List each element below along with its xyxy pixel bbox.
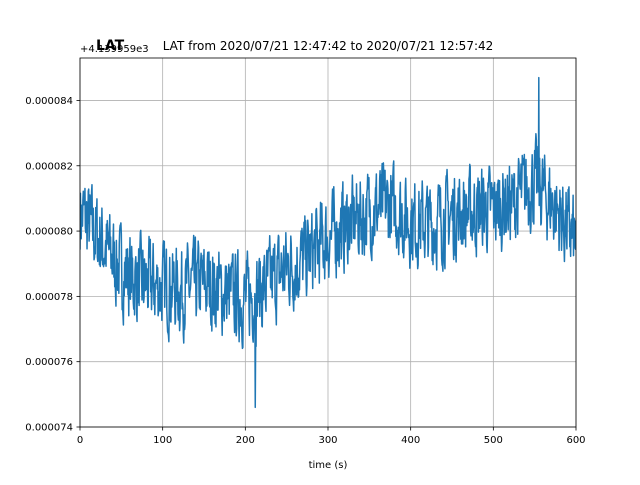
- y-axis: 0.000074 0.000076 0.000078 0.000080 0.000082…: [25, 96, 80, 434]
- title-overlap-bold: LAT: [96, 38, 125, 54]
- y-tick-label: 0.000082: [25, 161, 73, 172]
- x-tick-label: 0: [77, 435, 83, 446]
- x-tick-label: 300: [318, 435, 337, 446]
- y-tick-label: 0.000074: [25, 423, 73, 434]
- x-tick-label: 600: [566, 435, 585, 446]
- x-axis-label: time (s): [309, 460, 348, 471]
- series-line: [80, 76, 576, 409]
- offset-label: +4.139959e3: [80, 44, 149, 55]
- x-axis: 0 100 200 300 400 500 600: [77, 427, 586, 446]
- x-tick-label: 400: [401, 435, 420, 446]
- y-tick-label: 0.000084: [25, 96, 73, 107]
- x-tick-label: 100: [153, 435, 172, 446]
- y-tick-label: 0.000078: [25, 292, 73, 303]
- chart-title: LAT from 2020/07/21 12:47:42 to 2020/07/…: [163, 39, 494, 53]
- x-tick-label: 500: [484, 435, 503, 446]
- y-tick-label: 0.000080: [25, 227, 73, 238]
- y-tick-label: 0.000076: [25, 357, 73, 368]
- x-tick-label: 200: [236, 435, 255, 446]
